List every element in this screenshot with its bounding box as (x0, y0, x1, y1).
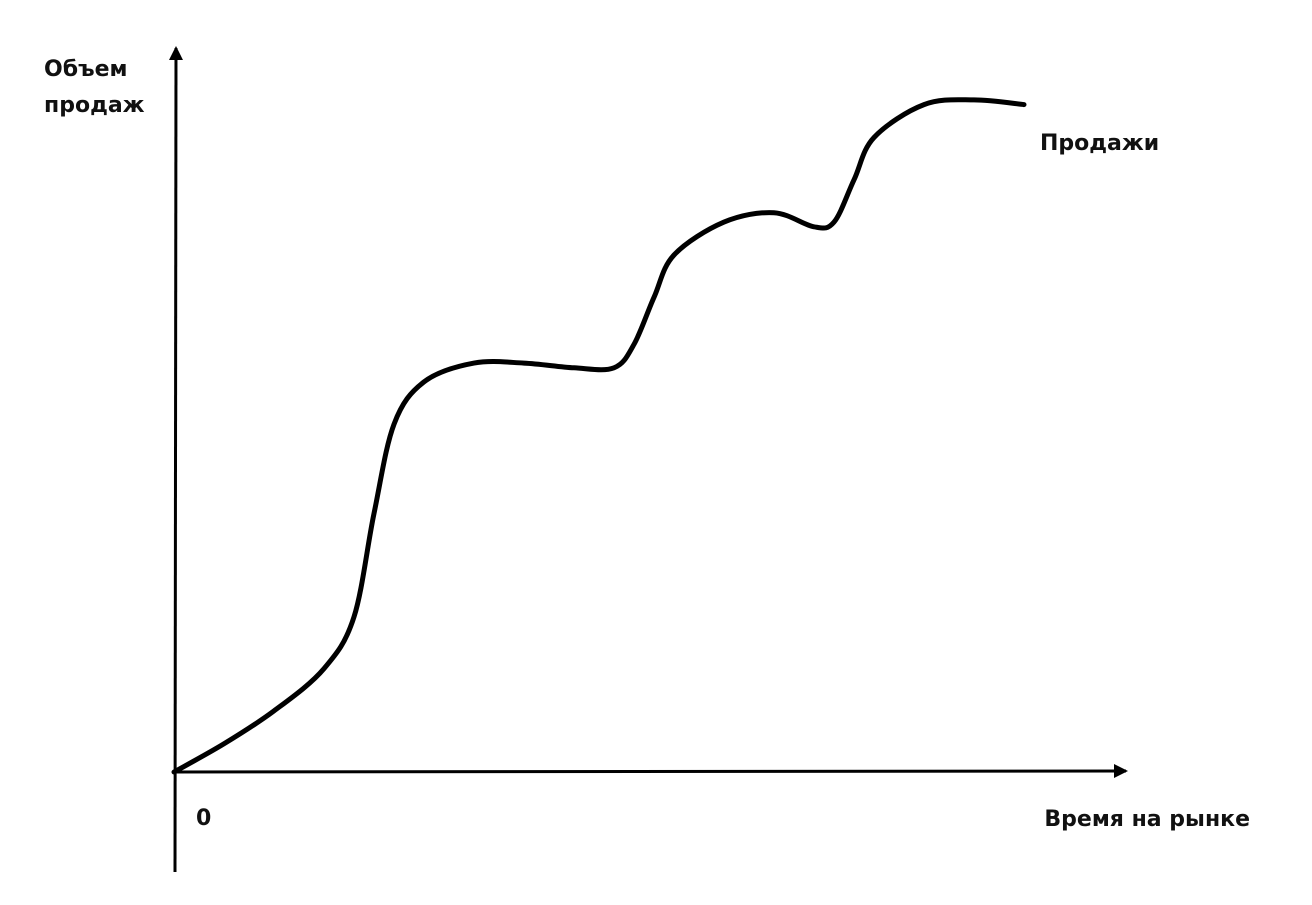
y-axis-label: Объем продаж (44, 52, 145, 124)
x-axis-label: Время на рынке (1044, 807, 1250, 832)
y-axis-label-line-1: Объем (44, 57, 128, 82)
y-axis-line (168, 46, 183, 873)
x-axis-line (173, 764, 1128, 779)
y-axis-label-line-2: продаж (44, 93, 145, 118)
origin-label: 0 (196, 806, 211, 831)
series-label-sales: Продажи (1040, 131, 1159, 156)
series-line-sales (171, 97, 1027, 775)
